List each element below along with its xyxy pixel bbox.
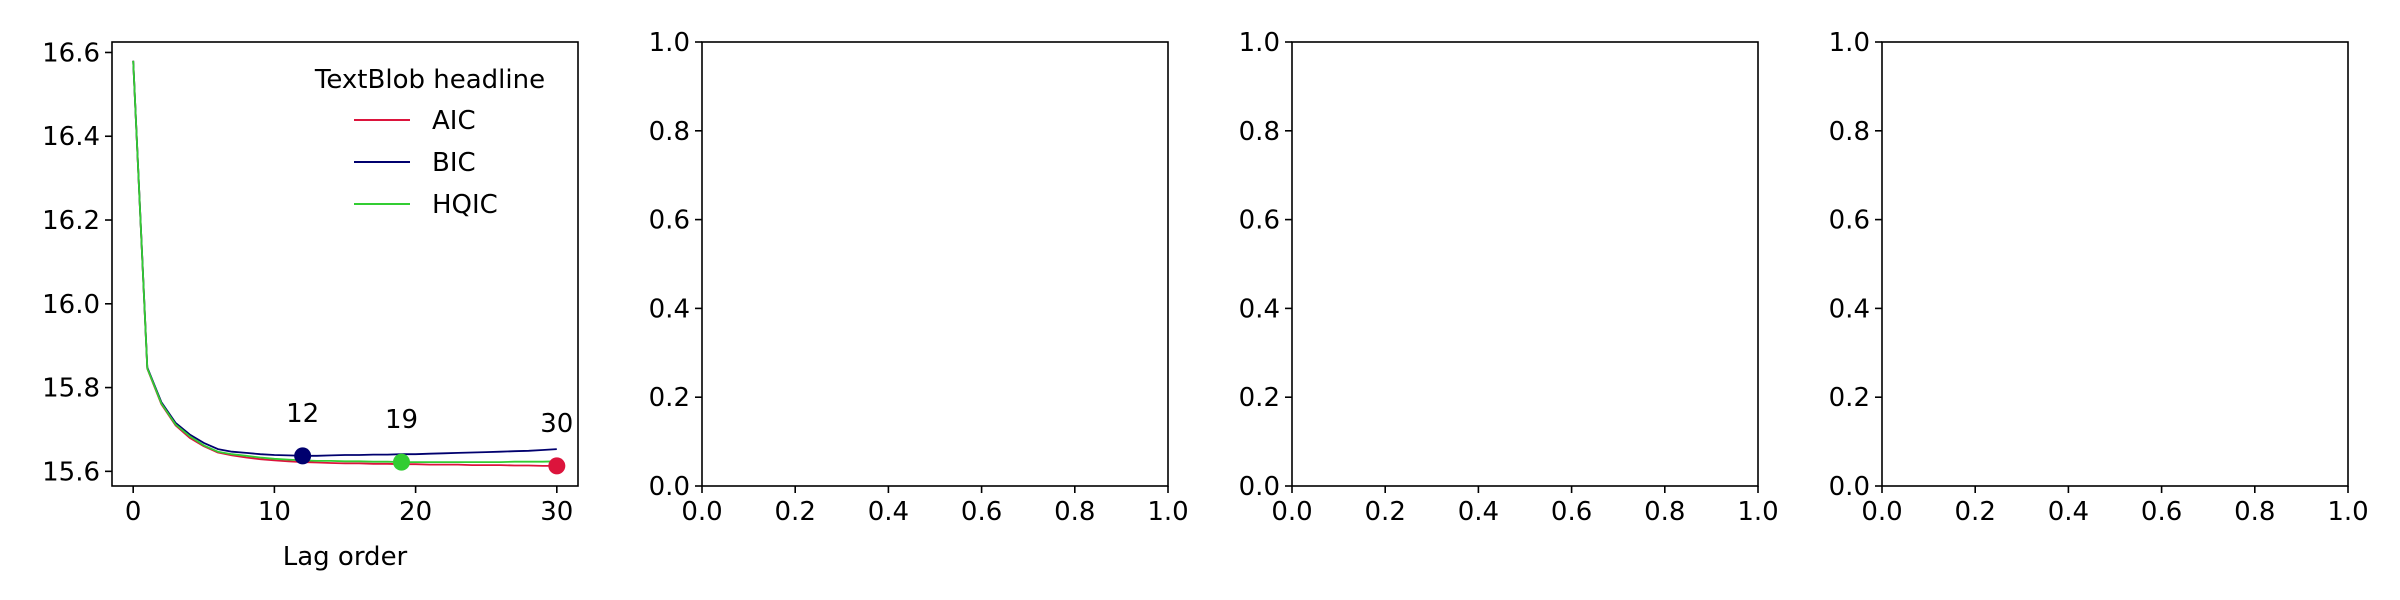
y-tick-label: 0.6 [1239,206,1280,236]
x-tick-label: 1.0 [2327,497,2368,527]
panel-3-axes-frame [1291,41,1759,487]
y-tick-label: 0.4 [1829,294,1870,324]
x-tick-label: 0 [125,497,142,527]
x-tick-label: 0.2 [1365,497,1406,527]
x-tick-label: 0.4 [868,497,909,527]
x-tick-label: 0.0 [1271,497,1312,527]
x-tick-label: 10 [258,497,291,527]
x-tick-label: 0.2 [775,497,816,527]
y-tick-label: 16.0 [42,290,100,320]
x-tick-label: 0.2 [1955,497,1996,527]
min-marker-lag-12 [294,447,312,465]
min-marker-lag-30 [548,457,566,475]
x-tick-label: 0.8 [1054,497,1095,527]
y-tick-label: 0.2 [1239,383,1280,413]
empty-axes-panel-3: 0.0 0.2 0.4 0.6 0.8 1.0 0.0 0.2 0.4 0.6 0.8 1.0 [1239,28,1779,527]
y-tick-label: 0.2 [1829,383,1870,413]
y-tick-label: 0.8 [1239,117,1280,147]
series-hqic-line [132,60,557,464]
y-tick-label: 0.8 [649,117,690,147]
y-tick-label: 15.6 [42,457,100,487]
empty-axes-panel-4: 0.0 0.2 0.4 0.6 0.8 1.0 0.0 0.2 0.4 0.6 0.8 1.0 [1829,28,2369,527]
y-tick-label: 0.0 [649,472,690,502]
min-label-lag-30: 30 [540,409,573,439]
x-axis-label: Lag order [283,542,408,572]
y-tick-label: 0.6 [649,206,690,236]
y-tick-label: 15.8 [42,374,100,404]
y-tick-label: 1.0 [1239,28,1280,58]
y-tick-label: 1.0 [649,28,690,58]
y-tick-label: 0.8 [1829,117,1870,147]
x-tick-label: 20 [399,497,432,527]
min-label-lag-19: 19 [385,405,418,435]
y-tick-label: 16.4 [42,122,100,152]
y-tick-label: 0.0 [1239,472,1280,502]
ic-axes-frame [111,41,579,487]
ic-axes-ticks: 0 10 20 30 15.6 15.8 16.0 16.2 16.4 16.6 [42,38,573,527]
x-tick-label: 0.0 [681,497,722,527]
min-label-lag-12: 12 [286,399,319,429]
x-tick-label: 0.8 [1644,497,1685,527]
panel-2-axes-frame [701,41,1169,487]
min-marker-lag-19 [392,453,410,471]
y-tick-label: 0.6 [1829,206,1870,236]
legend: TextBlob headline AIC BIC HQIC [314,65,545,220]
y-tick-label: 1.0 [1829,28,1870,58]
y-tick-label: 16.6 [42,38,100,68]
x-tick-label: 30 [540,497,573,527]
legend-title: TextBlob headline [314,65,545,95]
y-tick-label: 16.2 [42,206,100,236]
y-tick-label: 0.4 [649,294,690,324]
legend-label-aic: AIC [432,106,476,136]
x-tick-label: 0.6 [2141,497,2182,527]
x-tick-label: 0.4 [2048,497,2089,527]
legend-label-bic: BIC [432,148,476,178]
y-tick-label: 0.4 [1239,294,1280,324]
x-tick-label: 0.4 [1458,497,1499,527]
y-tick-label: 0.2 [649,383,690,413]
empty-axes-panel-2: 0.0 0.2 0.4 0.6 0.8 1.0 0.0 0.2 0.4 0.6 0.8 1.0 [649,28,1189,527]
panel-4-ticks: 0.0 0.2 0.4 0.6 0.8 1.0 0.0 0.2 0.4 0.6 0.8 1.0 [1829,28,2369,527]
panel-3-ticks: 0.0 0.2 0.4 0.6 0.8 1.0 0.0 0.2 0.4 0.6 0.8 1.0 [1239,28,1779,527]
ic-lag-order-panel: 0 10 20 30 15.6 15.8 16.0 16.2 16.4 16.6 12 19 30 L… [42,38,579,572]
x-tick-label: 0.0 [1861,497,1902,527]
x-tick-label: 0.8 [2234,497,2275,527]
ic-plot-area: 12 19 30 [132,60,573,475]
series-bic-line [132,60,557,457]
x-tick-label: 0.6 [1551,497,1592,527]
panel-4-axes-frame [1881,41,2349,487]
y-tick-label: 0.0 [1829,472,1870,502]
x-tick-label: 0.6 [961,497,1002,527]
x-tick-label: 1.0 [1737,497,1778,527]
legend-label-hqic: HQIC [432,190,498,220]
panel-2-ticks: 0.0 0.2 0.4 0.6 0.8 1.0 0.0 0.2 0.4 0.6 0.8 1.0 [649,28,1189,527]
x-tick-label: 1.0 [1147,497,1188,527]
